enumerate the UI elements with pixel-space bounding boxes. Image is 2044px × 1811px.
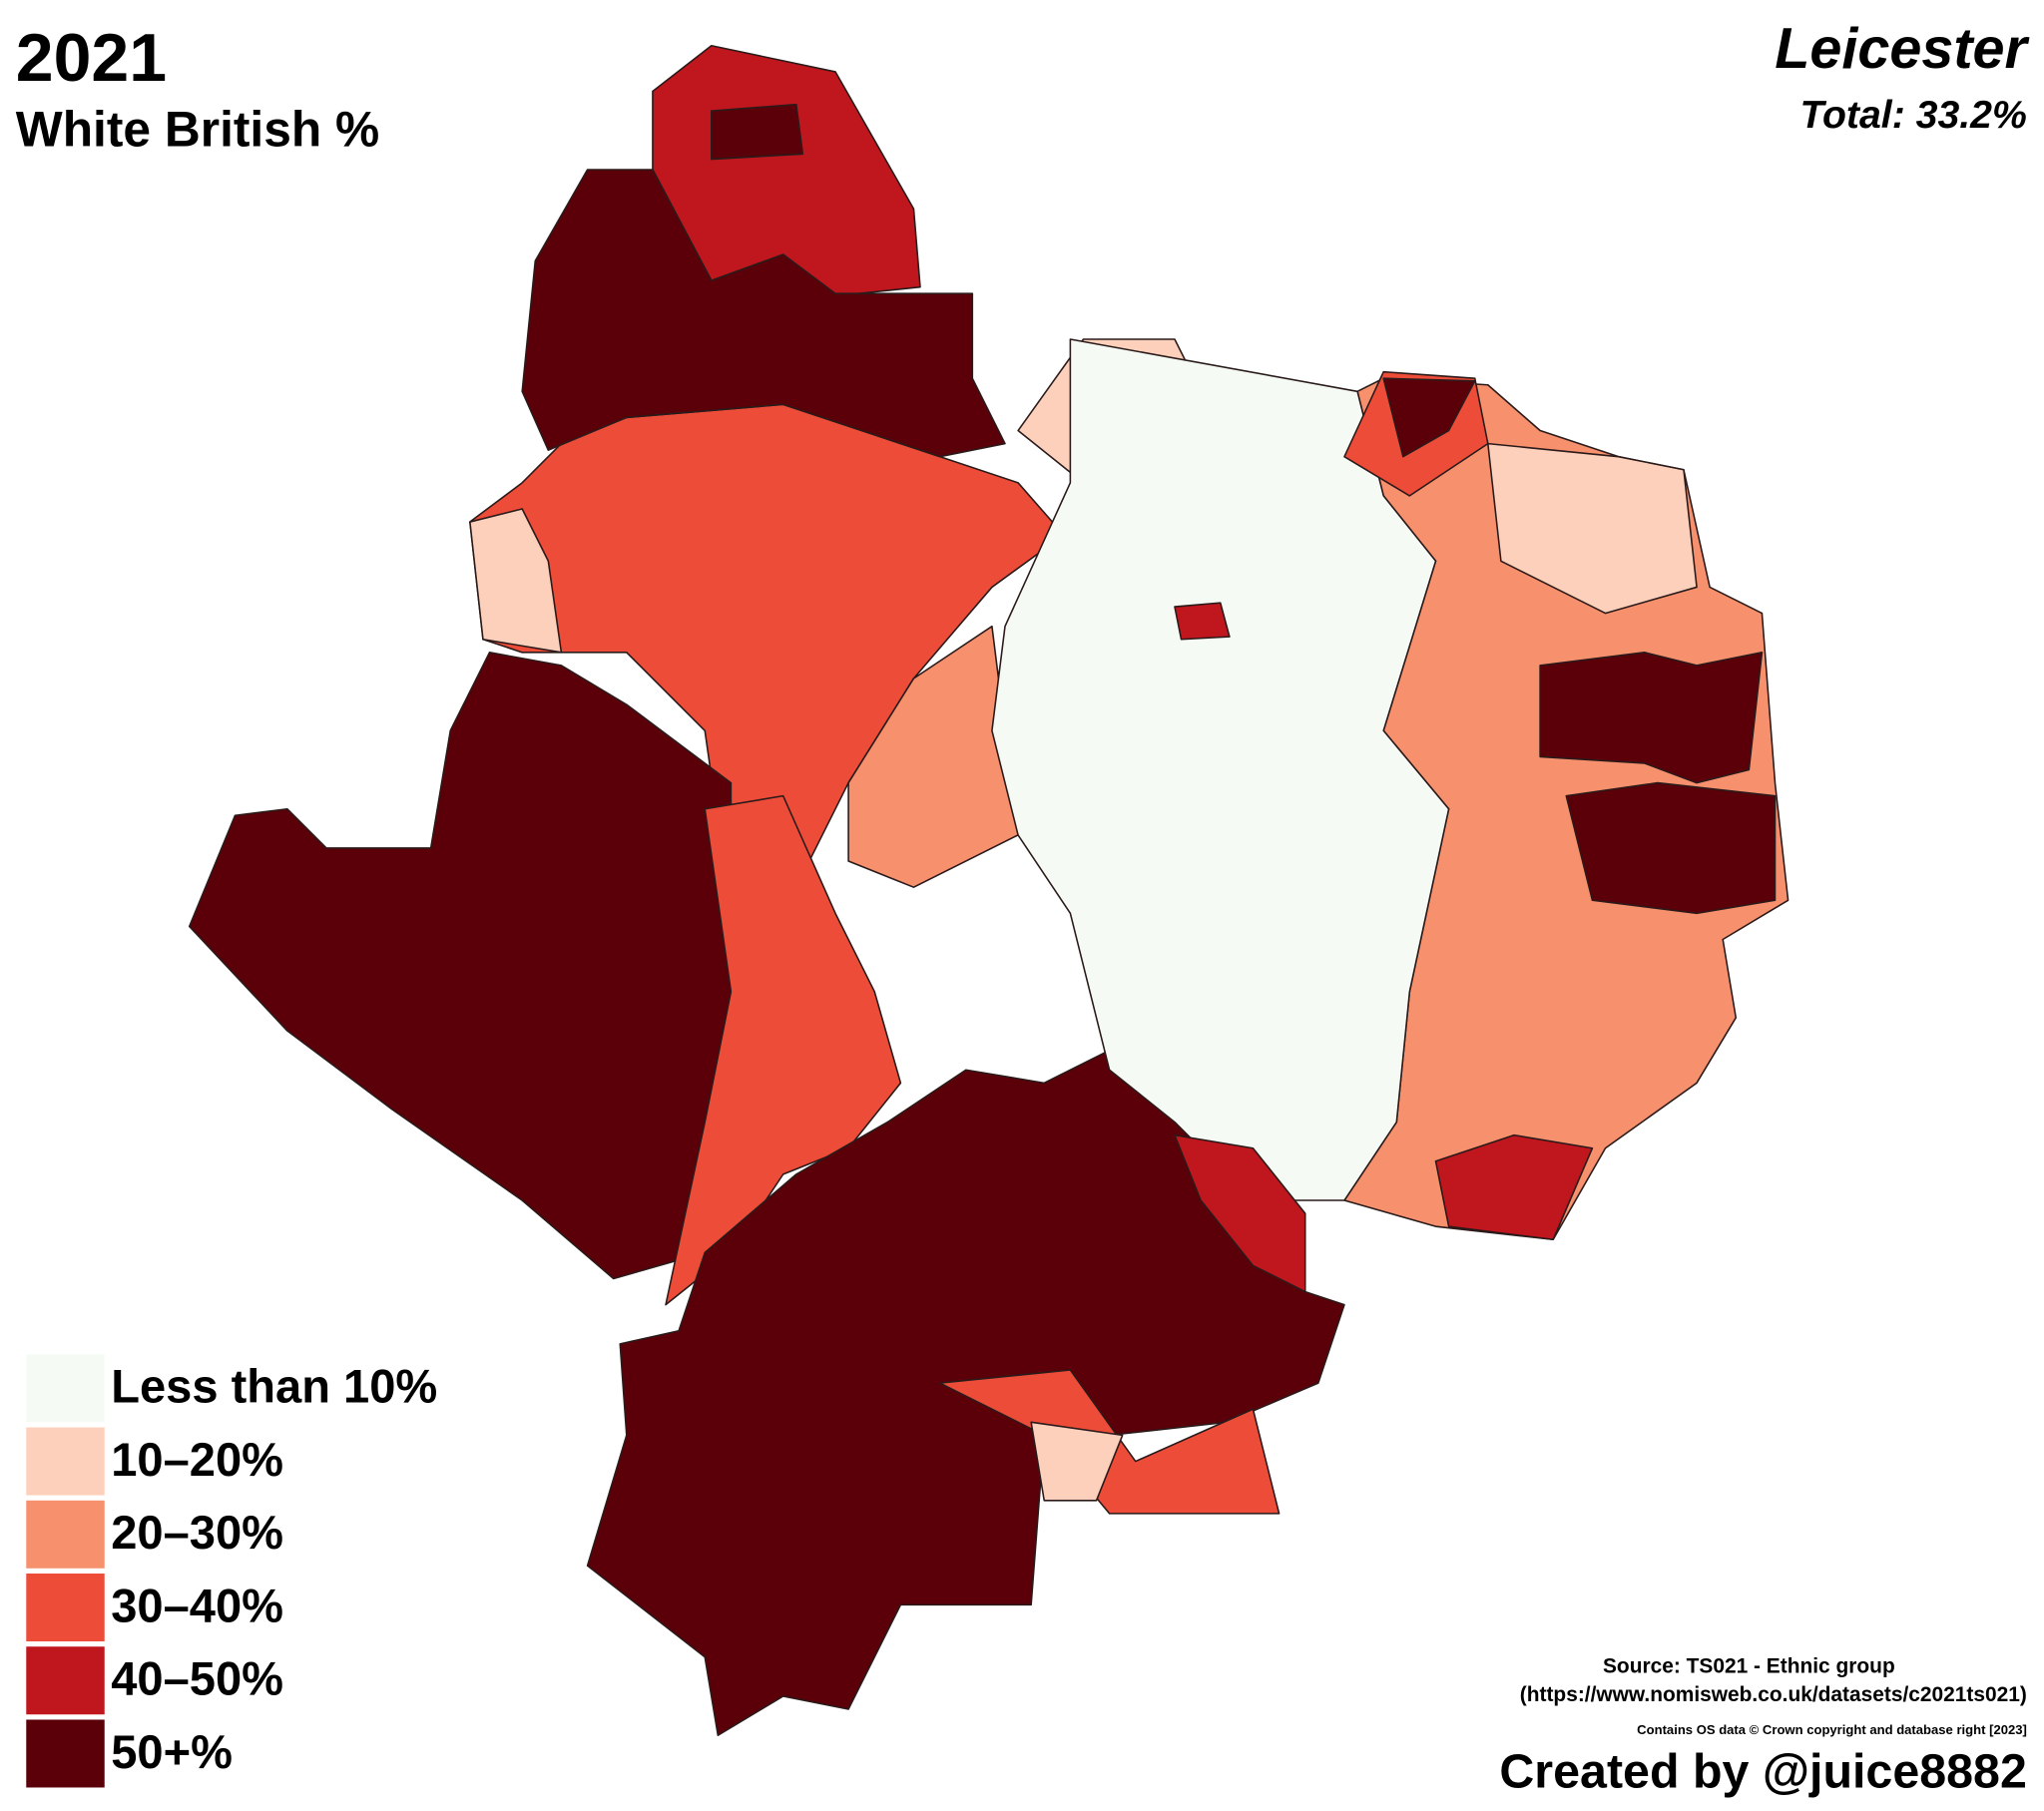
region [665,794,902,1306]
region [1174,1133,1306,1293]
region [710,103,804,161]
region [991,338,1450,1201]
map-regions [188,44,1789,1736]
legend-swatch [26,1646,105,1715]
credit: Created by @juice8882 [1499,1744,2027,1798]
map-title: 2021 [16,20,167,96]
region [1539,652,1764,784]
legend-label: 30–40% [111,1579,283,1631]
legend-label: 40–50% [111,1652,283,1705]
region [1487,442,1698,615]
legend: Less than 10% 10–20% 20–30% 30–40% 40–50% 50+… [26,1354,437,1788]
total-value: Total: 33.2% [1799,93,2026,137]
source-url: (https://www.nomisweb.co.uk/datasets/c20… [1520,1683,2027,1706]
map-subtitle: White British % [16,101,379,157]
legend-label: Less than 10% [111,1360,437,1413]
region [1434,1133,1594,1241]
legend-swatch [26,1574,105,1642]
legend-swatch [26,1500,105,1569]
legend-swatch [26,1354,105,1423]
region [1174,602,1231,641]
region [1382,377,1476,458]
legend-label: 20–30% [111,1506,283,1559]
region [188,652,733,1280]
copyright: Contains OS data © Crown copyright and d… [1637,1722,2027,1737]
region [1030,1421,1124,1502]
region [1565,781,1777,915]
legend-swatch [26,1719,105,1788]
source: Source: TS021 - Ethnic group [1603,1654,1895,1677]
legend-label: 10–20% [111,1433,283,1486]
region [521,169,1006,458]
region [469,508,563,654]
legend-label: 50+% [111,1725,233,1778]
legend-swatch [26,1427,105,1496]
place-name: Leicester [1775,17,2029,81]
